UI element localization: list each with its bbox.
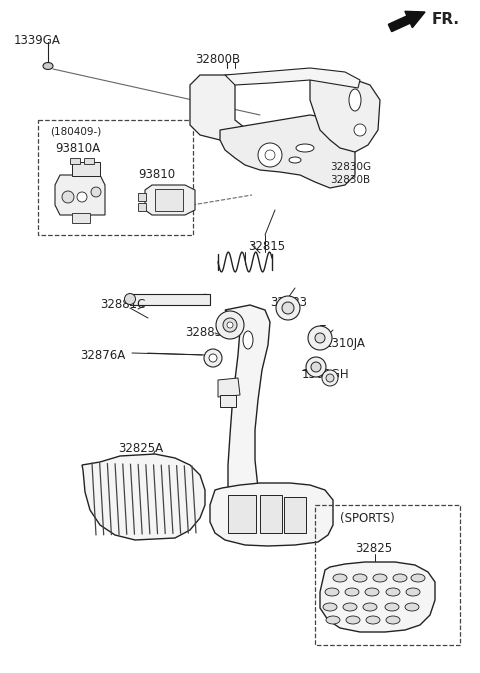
- Text: 32883: 32883: [270, 296, 307, 309]
- Polygon shape: [82, 454, 205, 540]
- Text: 32883: 32883: [185, 326, 222, 339]
- Text: 1310JA: 1310JA: [325, 337, 366, 350]
- Text: 93810A: 93810A: [55, 142, 100, 155]
- Polygon shape: [218, 378, 240, 397]
- Ellipse shape: [243, 331, 253, 349]
- Ellipse shape: [333, 574, 347, 582]
- Ellipse shape: [373, 574, 387, 582]
- Ellipse shape: [345, 588, 359, 596]
- Bar: [70, 158, 80, 164]
- Circle shape: [216, 311, 244, 339]
- Text: 32881C: 32881C: [100, 298, 145, 311]
- Bar: [138, 203, 146, 211]
- Ellipse shape: [366, 616, 380, 624]
- Ellipse shape: [289, 157, 301, 163]
- Bar: [284, 497, 306, 533]
- Polygon shape: [225, 68, 360, 88]
- Circle shape: [77, 192, 87, 202]
- Circle shape: [265, 150, 275, 160]
- Ellipse shape: [405, 603, 419, 611]
- Ellipse shape: [411, 574, 425, 582]
- Circle shape: [223, 318, 237, 332]
- Ellipse shape: [43, 63, 53, 69]
- Bar: [220, 395, 236, 407]
- Polygon shape: [220, 115, 355, 188]
- Bar: [315, 505, 460, 645]
- Ellipse shape: [365, 588, 379, 596]
- Circle shape: [326, 374, 334, 382]
- Circle shape: [306, 357, 326, 377]
- Text: 32825A: 32825A: [118, 442, 163, 455]
- Circle shape: [308, 326, 332, 350]
- Polygon shape: [210, 483, 333, 546]
- Text: FR.: FR.: [432, 12, 460, 27]
- Text: 32876A: 32876A: [80, 349, 125, 362]
- Ellipse shape: [386, 588, 400, 596]
- Polygon shape: [190, 75, 260, 160]
- Polygon shape: [320, 562, 435, 632]
- Circle shape: [227, 322, 233, 328]
- Text: (180409-): (180409-): [50, 126, 101, 136]
- Circle shape: [354, 124, 366, 136]
- Ellipse shape: [343, 603, 357, 611]
- Circle shape: [62, 191, 74, 203]
- Polygon shape: [310, 78, 380, 152]
- Bar: [72, 213, 90, 223]
- Ellipse shape: [406, 588, 420, 596]
- Bar: [84, 158, 94, 164]
- Ellipse shape: [386, 616, 400, 624]
- Ellipse shape: [326, 616, 340, 624]
- Ellipse shape: [385, 603, 399, 611]
- Text: 32815: 32815: [248, 240, 285, 253]
- Bar: [72, 162, 100, 176]
- FancyArrow shape: [388, 11, 425, 32]
- Polygon shape: [55, 175, 105, 215]
- Text: 1360GH: 1360GH: [302, 368, 349, 381]
- Ellipse shape: [346, 616, 360, 624]
- Text: 93810: 93810: [138, 168, 175, 181]
- Circle shape: [124, 293, 135, 304]
- Circle shape: [315, 333, 325, 343]
- Circle shape: [209, 354, 217, 362]
- Bar: [38, 120, 193, 235]
- Text: 32800B: 32800B: [195, 53, 240, 66]
- Bar: [228, 495, 256, 533]
- Circle shape: [204, 349, 222, 367]
- Circle shape: [322, 370, 338, 386]
- Ellipse shape: [393, 574, 407, 582]
- Text: (SPORTS): (SPORTS): [340, 512, 395, 525]
- Ellipse shape: [323, 603, 337, 611]
- Text: 1339GA: 1339GA: [14, 34, 61, 47]
- Ellipse shape: [296, 144, 314, 152]
- Circle shape: [91, 187, 101, 197]
- Ellipse shape: [325, 588, 339, 596]
- Circle shape: [258, 143, 282, 167]
- Bar: [260, 495, 282, 533]
- Circle shape: [276, 296, 300, 320]
- Polygon shape: [145, 185, 195, 215]
- Bar: [28, 60, 450, 635]
- Bar: [155, 189, 183, 211]
- Text: 32830G: 32830G: [330, 162, 371, 172]
- Ellipse shape: [349, 89, 361, 111]
- Bar: [138, 193, 146, 201]
- Ellipse shape: [363, 603, 377, 611]
- Circle shape: [282, 302, 294, 314]
- Ellipse shape: [353, 574, 367, 582]
- Text: 32830B: 32830B: [330, 175, 370, 185]
- Text: 32825: 32825: [355, 542, 392, 555]
- Bar: [130, 294, 210, 305]
- Polygon shape: [225, 305, 270, 520]
- Circle shape: [311, 362, 321, 372]
